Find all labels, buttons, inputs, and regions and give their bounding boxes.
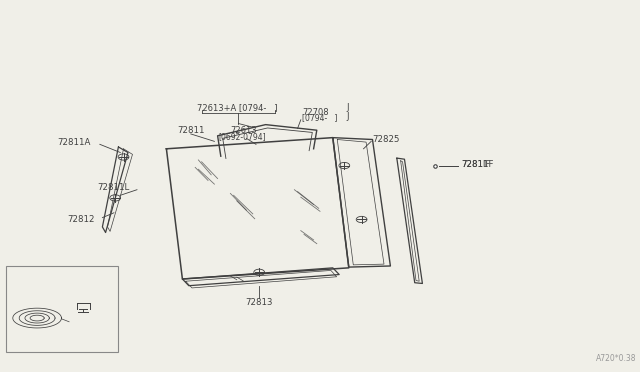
Text: A720*0.38: A720*0.38 xyxy=(596,354,637,363)
Text: J: J xyxy=(347,103,349,112)
Text: 72613: 72613 xyxy=(230,126,257,135)
Text: 72811A: 72811A xyxy=(58,138,91,147)
Text: [0794-   ]: [0794- ] xyxy=(302,113,337,122)
Text: J: J xyxy=(347,112,349,121)
Text: 72811F: 72811F xyxy=(461,160,493,169)
Text: 72812: 72812 xyxy=(67,215,95,224)
Text: 72811: 72811 xyxy=(177,126,204,135)
Text: 72813: 72813 xyxy=(246,298,273,307)
Text: 72616: 72616 xyxy=(18,284,44,293)
Bar xyxy=(6,266,118,352)
Text: 72714: 72714 xyxy=(74,276,99,285)
Text: 72613+A [0794-   ]: 72613+A [0794- ] xyxy=(196,103,277,112)
Text: 7281lF: 7281lF xyxy=(461,160,490,169)
Text: 72708: 72708 xyxy=(302,108,329,117)
Text: 72825: 72825 xyxy=(372,135,400,144)
Text: 72811L: 72811L xyxy=(97,183,129,192)
Text: [0692-0794]: [0692-0794] xyxy=(218,132,266,141)
